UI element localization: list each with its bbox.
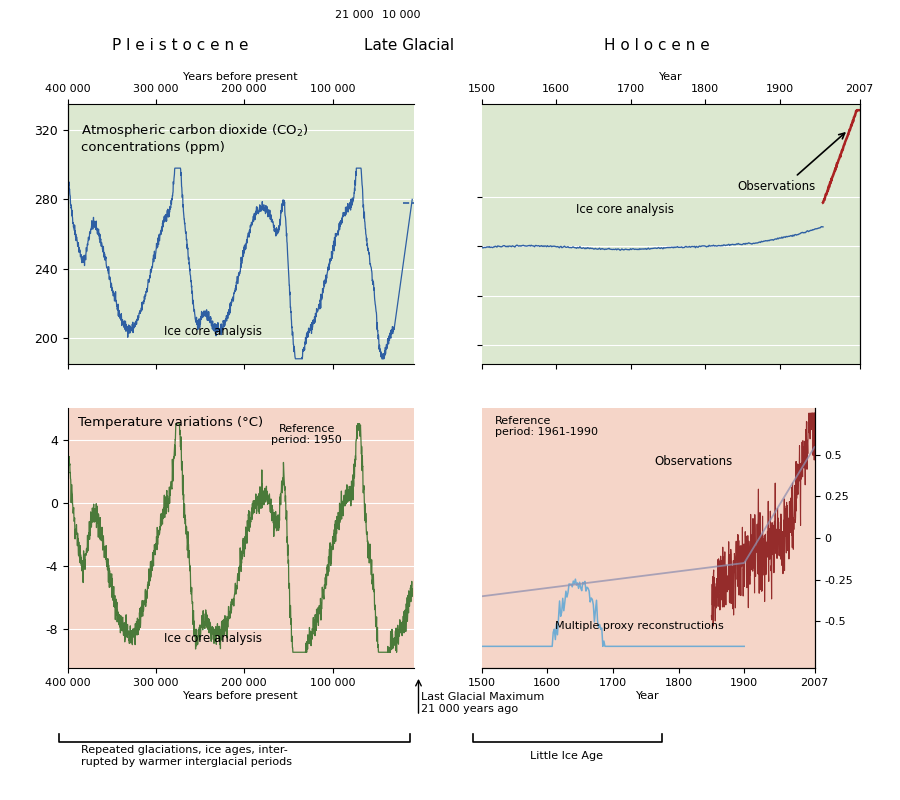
Text: Atmospheric carbon dioxide (CO$_2$)
concentrations (ppm): Atmospheric carbon dioxide (CO$_2$) conc…	[81, 122, 309, 154]
Text: H o l o c e n e: H o l o c e n e	[604, 38, 710, 54]
Text: P l e i s t o c e n e: P l e i s t o c e n e	[112, 38, 248, 54]
Text: Ice core analysis: Ice core analysis	[164, 632, 262, 645]
Text: 10 000: 10 000	[382, 10, 421, 20]
X-axis label: Years before present: Years before present	[184, 72, 298, 82]
Text: Last Glacial Maximum
21 000 years ago: Last Glacial Maximum 21 000 years ago	[421, 692, 544, 714]
Text: Observations: Observations	[737, 180, 815, 193]
Text: Reference
period: 1961-1990: Reference period: 1961-1990	[495, 416, 598, 438]
X-axis label: Year: Year	[659, 72, 682, 82]
Text: Years before present: Years before present	[184, 691, 298, 701]
Text: Observations: Observations	[654, 455, 733, 468]
Text: Temperature variations (°C): Temperature variations (°C)	[78, 416, 263, 429]
Text: Little Ice Age: Little Ice Age	[530, 751, 604, 761]
Text: 21 000: 21 000	[335, 10, 374, 20]
Text: Multiple proxy reconstructions: Multiple proxy reconstructions	[554, 621, 724, 631]
Text: Reference
period: 1950: Reference period: 1950	[271, 424, 342, 445]
Text: Repeated glaciations, ice ages, inter-
rupted by warmer interglacial periods: Repeated glaciations, ice ages, inter- r…	[81, 746, 292, 766]
Text: Ice core analysis: Ice core analysis	[576, 203, 674, 216]
Text: Late Glacial: Late Glacial	[364, 38, 454, 54]
Text: Ice core analysis: Ice core analysis	[164, 326, 262, 338]
Text: Year: Year	[636, 691, 660, 701]
